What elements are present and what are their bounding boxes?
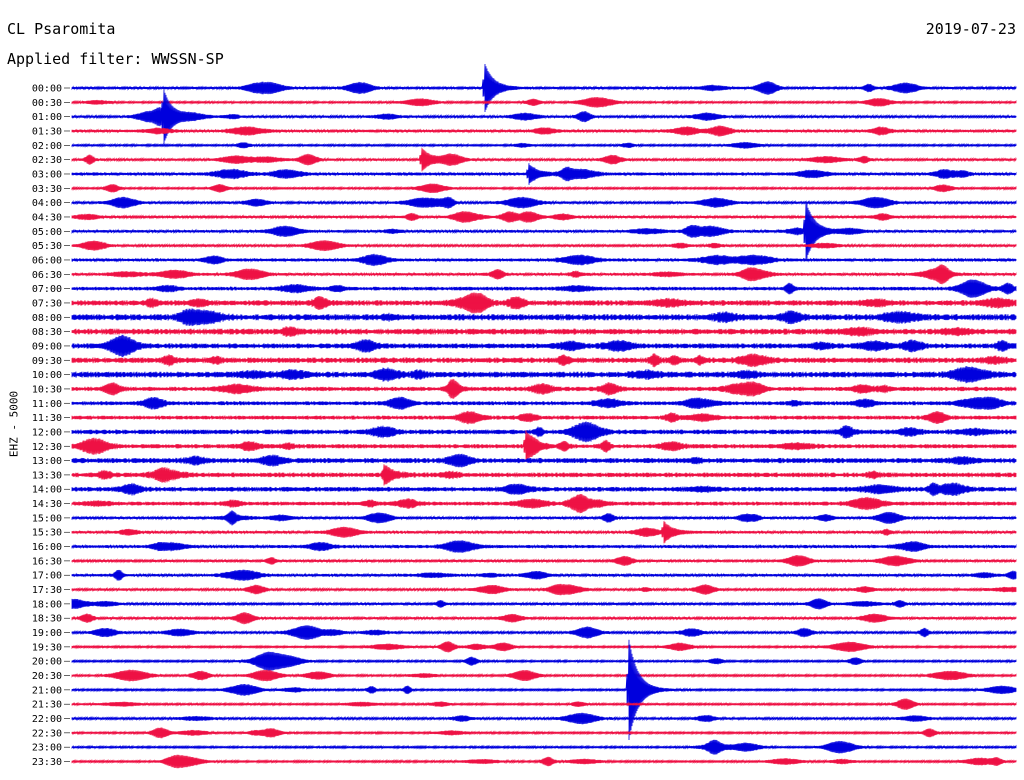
- seismic-trace-0700: [71, 279, 1017, 298]
- row-time-label: 02:30: [32, 155, 62, 166]
- row-time-label: 00:00: [32, 84, 62, 95]
- row-time-label: 17:30: [32, 585, 62, 596]
- seismic-trace-1800: [71, 598, 1017, 610]
- row-time-label: 23:00: [32, 743, 62, 754]
- row-time-label: 16:00: [32, 542, 62, 553]
- seismic-trace-0830: [71, 326, 1017, 337]
- row-time-label: 16:30: [32, 556, 62, 567]
- row-time-label: 05:00: [32, 227, 62, 238]
- row-time-label: 08:00: [32, 313, 62, 324]
- seismic-trace-0730: [71, 292, 1017, 314]
- row-time-label: 21:30: [32, 700, 62, 711]
- row-time-label: 06:30: [32, 270, 62, 281]
- row-time-label: 19:00: [32, 628, 62, 639]
- seismic-trace-2200: [71, 712, 1017, 725]
- row-time-label: 12:30: [32, 442, 62, 453]
- seismic-trace-1500: [71, 510, 1017, 526]
- seismic-trace-1700: [71, 569, 1017, 581]
- row-time-label: 10:30: [32, 384, 62, 395]
- row-time-label: 02:00: [32, 141, 62, 152]
- seismic-trace-0930: [71, 353, 1017, 368]
- row-time-label: 18:30: [32, 614, 62, 625]
- row-time-label: 19:30: [32, 642, 62, 653]
- row-time-label: 22:30: [32, 728, 62, 739]
- row-time-label: 07:30: [32, 298, 62, 309]
- seismic-trace-1730: [71, 583, 1017, 596]
- row-time-label: 00:30: [32, 98, 62, 109]
- row-time-label: 15:00: [32, 513, 62, 524]
- seismic-trace-1000: [71, 365, 1017, 384]
- row-time-label: 14:00: [32, 485, 62, 496]
- seismic-trace-1130: [71, 410, 1017, 425]
- seismic-trace-0300: [71, 163, 1017, 185]
- row-time-label: 18:00: [32, 599, 62, 610]
- seismic-trace-1430: [71, 493, 1017, 514]
- row-time-label: 21:00: [32, 685, 62, 696]
- seismic-trace-1400: [71, 482, 1017, 497]
- seismic-trace-2230: [71, 727, 1017, 739]
- row-time-label: 17:00: [32, 571, 62, 582]
- seismic-trace-1100: [71, 396, 1017, 410]
- row-time-label: 20:30: [32, 671, 62, 682]
- row-time-label: 10:00: [32, 370, 62, 381]
- row-time-label: 15:30: [32, 528, 62, 539]
- row-time-label: 23:30: [32, 757, 62, 768]
- row-time-label: 14:30: [32, 499, 62, 510]
- row-time-label: 03:00: [32, 169, 62, 180]
- row-time-label: 09:00: [32, 341, 62, 352]
- row-time-label: 09:30: [32, 356, 62, 367]
- seismic-trace-0030: [71, 96, 1017, 108]
- row-time-label: 13:30: [32, 470, 62, 481]
- seismic-trace-1900: [71, 625, 1017, 640]
- seismic-trace-0130: [71, 125, 1017, 137]
- row-time-label: 20:00: [32, 657, 62, 668]
- seismic-trace-1030: [71, 378, 1017, 400]
- seismic-trace-1300: [71, 453, 1017, 468]
- seismic-trace-0600: [71, 253, 1017, 267]
- seismic-trace-1330: [71, 464, 1017, 486]
- row-time-label: 22:00: [32, 714, 62, 725]
- row-time-label: 07:00: [32, 284, 62, 295]
- seismic-trace-1200: [71, 421, 1017, 443]
- row-time-label: 13:00: [32, 456, 62, 467]
- row-time-label: 04:00: [32, 198, 62, 209]
- row-time-label: 03:30: [32, 184, 62, 195]
- row-time-label: 12:00: [32, 427, 62, 438]
- filter-label: Applied filter: WWSSN-SP: [7, 50, 224, 68]
- seismic-trace-0530: [71, 240, 1017, 252]
- seismic-trace-2330: [71, 754, 1017, 769]
- seismic-trace-1230: [71, 430, 1017, 463]
- row-time-label: 04:30: [32, 212, 62, 223]
- row-time-label: 05:30: [32, 241, 62, 252]
- seismic-trace-1830: [71, 611, 1017, 625]
- seismic-trace-0900: [71, 334, 1017, 358]
- row-time-label: 06:00: [32, 255, 62, 266]
- row-time-label: 01:00: [32, 112, 62, 123]
- seismic-trace-0230: [71, 147, 1017, 172]
- plot-date: 2019-07-23: [925, 20, 1016, 38]
- row-time-label: 11:00: [32, 399, 62, 410]
- seismic-trace-1530: [71, 521, 1017, 544]
- row-time-label: 01:30: [32, 126, 62, 137]
- row-time-label: 11:30: [32, 413, 62, 424]
- station-title: CL Psaromita: [7, 20, 116, 38]
- row-time-label: 08:30: [32, 327, 62, 338]
- seismic-trace-0400: [71, 196, 1017, 209]
- seismic-trace-0800: [71, 308, 1017, 327]
